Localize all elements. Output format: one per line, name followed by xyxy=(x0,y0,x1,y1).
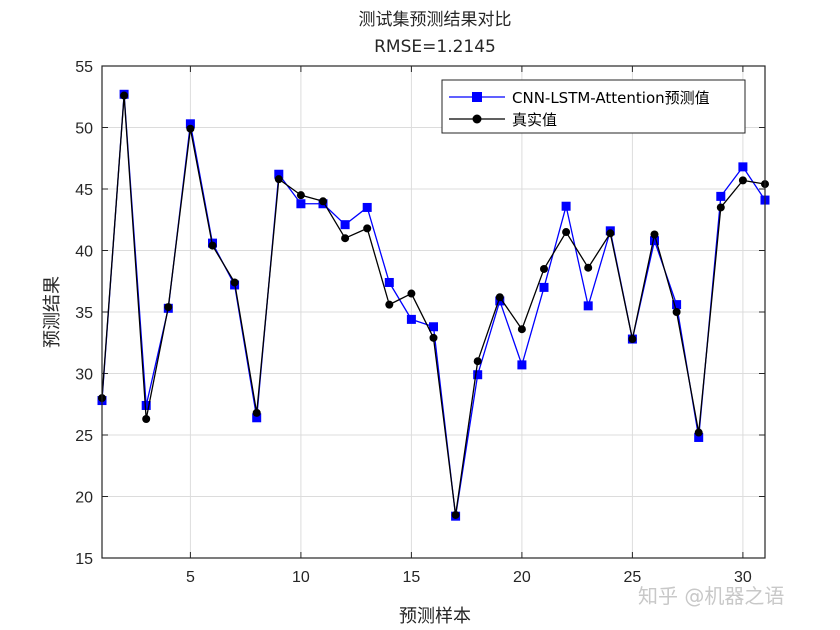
x-tick-label: 10 xyxy=(292,569,310,586)
x-axis-label: 预测样本 xyxy=(399,606,471,627)
data-point xyxy=(120,91,129,100)
x-tick-labels: 5 10 15 20 25 30 xyxy=(186,569,752,586)
chart-title: 测试集预测结果对比 xyxy=(359,10,512,30)
grid xyxy=(102,66,765,558)
data-point xyxy=(230,278,239,287)
y-tick-label: 35 xyxy=(75,305,93,322)
data-point xyxy=(473,357,482,366)
data-point xyxy=(562,228,571,237)
watermark: 知乎 @机器之语 xyxy=(638,584,784,608)
data-point xyxy=(296,191,305,200)
legend-label-pred: CNN-LSTM-Attention预测值 xyxy=(512,89,710,107)
y-tick-label: 20 xyxy=(75,490,93,507)
series-2 xyxy=(98,91,769,519)
data-point xyxy=(274,169,284,179)
x-tick-label: 5 xyxy=(186,569,195,586)
x-tick-label: 20 xyxy=(513,569,531,586)
legend-marker-true xyxy=(472,114,482,124)
data-point xyxy=(495,293,504,302)
axes-box xyxy=(101,65,766,559)
data-point xyxy=(650,230,659,239)
data-point xyxy=(672,300,682,310)
x-tick-label: 15 xyxy=(403,569,421,586)
data-point xyxy=(363,224,372,233)
data-point xyxy=(716,191,726,201)
data-point xyxy=(186,124,195,133)
y-tick-labels: 15 20 25 30 35 40 45 50 55 xyxy=(75,59,93,568)
x-tick-label: 25 xyxy=(624,569,642,586)
y-tick-label: 30 xyxy=(75,367,93,384)
data-point xyxy=(319,197,327,206)
y-tick-label: 55 xyxy=(75,59,93,76)
data-point xyxy=(716,203,725,212)
data-point xyxy=(429,322,438,332)
data-point xyxy=(451,510,460,519)
data-point xyxy=(584,263,593,272)
y-tick-label: 40 xyxy=(75,244,93,261)
data-point xyxy=(738,176,747,185)
data-point xyxy=(142,415,151,424)
data-point xyxy=(694,432,704,442)
data-point xyxy=(164,303,173,312)
legend: CNN-LSTM-Attention预测值 真实值 xyxy=(441,79,746,134)
data-point xyxy=(540,264,548,273)
data-point xyxy=(583,301,593,311)
data-point xyxy=(517,360,527,370)
x-tick-label: 30 xyxy=(734,569,752,586)
data-point xyxy=(628,335,637,344)
data-point xyxy=(296,199,306,209)
legend-box xyxy=(441,79,746,134)
data-point xyxy=(208,241,217,250)
data-point xyxy=(561,201,571,211)
data-point xyxy=(252,408,261,417)
data-point xyxy=(274,175,283,184)
legend-label-true: 真实值 xyxy=(512,111,557,129)
data-point xyxy=(606,229,615,238)
chart-subtitle: RMSE=1.2145 xyxy=(374,37,496,57)
data-point xyxy=(473,370,483,380)
y-tick-label: 15 xyxy=(75,551,93,568)
data-point xyxy=(738,162,748,172)
data-point xyxy=(340,220,350,230)
data-point xyxy=(694,428,703,437)
data-point xyxy=(185,119,195,129)
data-point xyxy=(406,314,416,324)
data-point xyxy=(341,234,350,243)
series-group xyxy=(97,89,770,521)
data-point xyxy=(252,413,262,423)
data-point xyxy=(141,400,151,410)
data-point xyxy=(385,300,394,309)
data-point xyxy=(429,333,438,342)
data-point xyxy=(650,236,659,246)
y-tick-label: 25 xyxy=(75,428,93,445)
data-point xyxy=(407,289,416,298)
data-point xyxy=(517,325,526,334)
y-axis-label: 预测结果 xyxy=(42,276,63,348)
y-tick-label: 50 xyxy=(75,121,93,138)
data-point xyxy=(362,202,372,212)
data-point xyxy=(672,308,681,316)
data-point xyxy=(384,277,394,287)
data-point xyxy=(539,282,549,292)
y-tick-label: 45 xyxy=(75,182,93,199)
legend-marker-pred xyxy=(472,92,482,102)
